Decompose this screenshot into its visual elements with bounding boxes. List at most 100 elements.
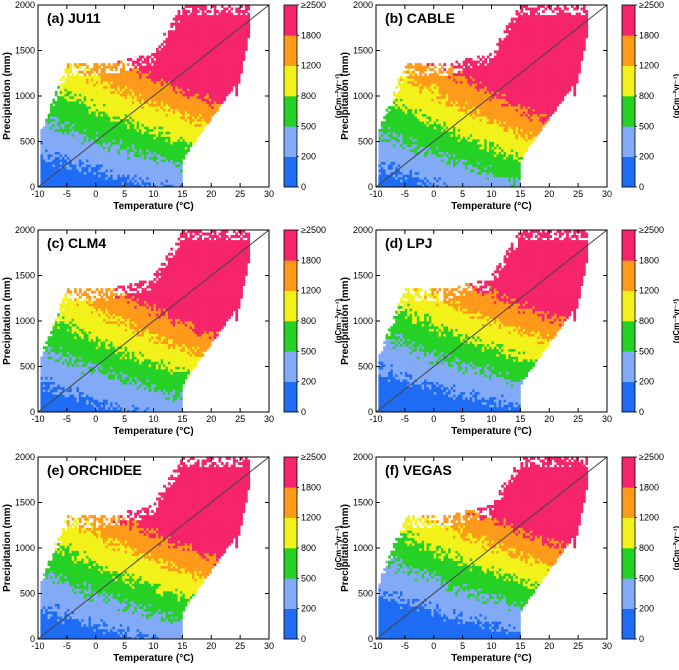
heatmap-cell <box>407 177 410 180</box>
heatmap-cell <box>199 53 202 56</box>
heatmap-cell <box>72 139 75 142</box>
heatmap-cell <box>238 23 241 26</box>
heatmap-cell <box>417 131 420 134</box>
heatmap-cell <box>134 104 137 107</box>
heatmap-cell <box>141 157 144 160</box>
heatmap-cell <box>223 58 226 61</box>
heatmap-cell <box>105 109 108 112</box>
heatmap-cell <box>108 91 111 94</box>
heatmap-cell <box>424 114 427 117</box>
heatmap-cell <box>93 167 96 170</box>
heatmap-cell <box>93 121 96 124</box>
heatmap-cell <box>146 88 149 91</box>
heatmap-cell <box>122 83 125 86</box>
heatmap-cell <box>127 177 130 180</box>
heatmap-cell <box>105 157 108 160</box>
heatmap-cell <box>122 86 125 89</box>
heatmap-cell <box>60 91 63 94</box>
heatmap-cell <box>223 35 226 38</box>
heatmap-cell <box>386 136 389 139</box>
heatmap-cell <box>422 169 425 172</box>
heatmap-cell <box>122 164 125 167</box>
heatmap-cell <box>209 61 212 64</box>
heatmap-cell <box>190 61 193 64</box>
heatmap-cell <box>400 129 403 132</box>
heatmap-cell <box>77 182 80 185</box>
heatmap-cell <box>64 136 67 139</box>
heatmap-cell <box>383 154 386 157</box>
heatmap-cell <box>72 124 75 127</box>
heatmap-cell <box>81 71 84 74</box>
heatmap-cell <box>204 40 207 43</box>
heatmap-cell <box>178 116 181 119</box>
heatmap-cell <box>122 134 125 137</box>
heatmap-cell <box>81 174 84 177</box>
heatmap-cell <box>55 139 58 142</box>
heatmap-cell <box>407 66 410 69</box>
heatmap-cell <box>231 30 234 33</box>
heatmap-cell <box>206 73 209 76</box>
heatmap-cell <box>412 149 415 152</box>
heatmap-cell <box>204 104 207 107</box>
heatmap-cell <box>79 121 82 124</box>
heatmap-cell <box>199 106 202 109</box>
heatmap-cell <box>405 93 408 96</box>
heatmap-cell <box>185 48 188 51</box>
heatmap-cell <box>96 111 99 114</box>
heatmap-cell <box>86 142 89 145</box>
heatmap-cell <box>202 114 205 117</box>
heatmap-cell <box>190 13 193 16</box>
heatmap-cell <box>419 76 422 79</box>
heatmap-cell <box>110 134 113 137</box>
heatmap-cell <box>84 144 87 147</box>
heatmap-cell <box>52 147 55 150</box>
heatmap-cell <box>101 162 104 165</box>
heatmap-cell <box>431 109 434 112</box>
heatmap-cell <box>221 38 224 41</box>
heatmap-cell <box>81 63 84 66</box>
heatmap-cell <box>125 179 128 182</box>
heatmap-cell <box>166 76 169 79</box>
heatmap-cell <box>77 106 80 109</box>
heatmap-cell <box>79 144 82 147</box>
heatmap-cell <box>158 119 161 122</box>
heatmap-cell <box>429 109 432 112</box>
heatmap-cell <box>120 182 123 185</box>
heatmap-cell <box>158 51 161 54</box>
heatmap-cell <box>105 162 108 165</box>
heatmap-cell <box>74 96 77 99</box>
heatmap-cell <box>190 96 193 99</box>
heatmap-cell <box>122 114 125 117</box>
heatmap-cell <box>96 144 99 147</box>
heatmap-cell <box>393 101 396 104</box>
heatmap-cell <box>141 86 144 89</box>
heatmap-cell <box>69 164 72 167</box>
heatmap-cell <box>108 106 111 109</box>
heatmap-cell <box>166 142 169 145</box>
heatmap-cell <box>218 35 221 38</box>
heatmap-cell <box>127 71 130 74</box>
heatmap-cell <box>67 109 70 112</box>
heatmap-cell <box>422 179 425 182</box>
heatmap-cell <box>247 25 250 28</box>
heatmap-cell <box>175 147 178 150</box>
heatmap-cell <box>402 179 405 182</box>
heatmap-cell <box>96 126 99 129</box>
heatmap-cell <box>120 179 123 182</box>
heatmap-cell <box>231 13 234 16</box>
heatmap-cell <box>103 154 106 157</box>
heatmap-cell <box>190 78 193 81</box>
heatmap-cell <box>89 119 92 122</box>
heatmap-cell <box>163 73 166 76</box>
heatmap-cell <box>175 111 178 114</box>
heatmap-cell <box>395 157 398 160</box>
heatmap-cell <box>211 109 214 112</box>
heatmap-cell <box>178 25 181 28</box>
heatmap-cell <box>390 169 393 172</box>
heatmap-cell <box>96 68 99 71</box>
heatmap-cell <box>117 83 120 86</box>
heatmap-cell <box>156 51 159 54</box>
heatmap-cell <box>129 172 132 175</box>
heatmap-cell <box>166 126 169 129</box>
heatmap-cell <box>125 147 128 150</box>
